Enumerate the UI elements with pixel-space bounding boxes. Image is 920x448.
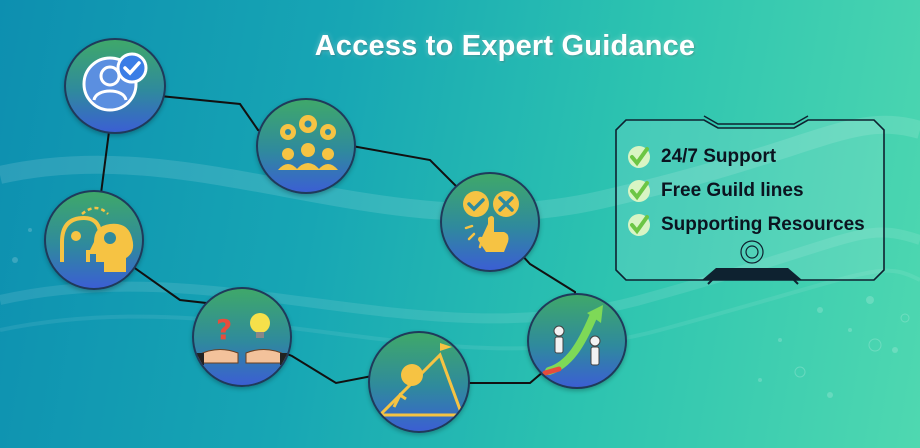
growth-arrow-climb-icon: [542, 305, 603, 376]
mountain-summit-node: [368, 331, 470, 433]
feature-item: 24/7 Support: [626, 140, 865, 174]
feature-list: 24/7 Support Free Guild lines Supporting…: [626, 140, 865, 242]
page-title: Access to Expert Guidance: [314, 30, 696, 62]
mind-connection-node: [44, 190, 144, 290]
feature-item: Free Guild lines: [626, 174, 865, 208]
feature-item: Supporting Resources: [626, 208, 865, 242]
feature-label: 24/7 Support: [661, 146, 777, 167]
features-panel: 24/7 Support Free Guild lines Supporting…: [612, 110, 888, 286]
check-icon: [628, 146, 650, 168]
team-gears-icon: [278, 115, 338, 170]
svg-text:?: ?: [216, 313, 232, 346]
approve-reject-touch-icon: [463, 191, 519, 252]
team-gears-node: [256, 98, 356, 194]
check-icon: [628, 180, 650, 202]
idea-exchange-node: ?: [192, 287, 292, 387]
growth-climb-node: [527, 293, 627, 389]
user-verified-node: [64, 38, 166, 134]
feature-label: Supporting Resources: [661, 214, 865, 235]
approve-reject-node: [440, 172, 540, 272]
idea-exchange-hands-icon: ?: [194, 313, 290, 365]
mind-connection-icon: [60, 206, 134, 272]
check-icon: [628, 214, 650, 236]
feature-label: Free Guild lines: [661, 180, 804, 201]
user-verified-icon: [82, 52, 148, 112]
mountain-summit-icon: [376, 343, 465, 417]
panel-frame: [615, 115, 885, 285]
